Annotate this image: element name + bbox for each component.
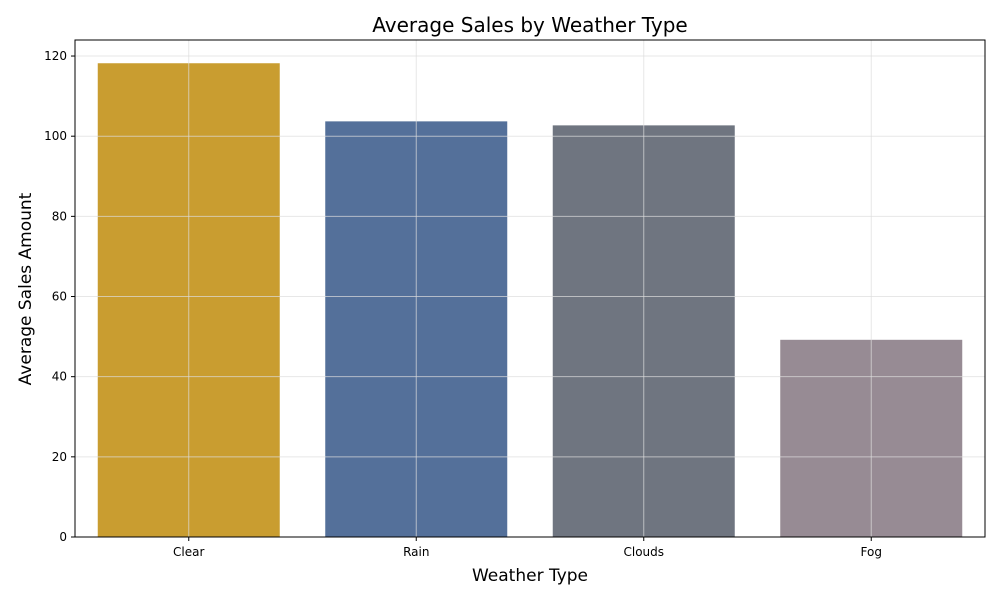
y-tick-label: 40 [52, 370, 67, 384]
x-tick-label: Clouds [623, 545, 664, 559]
x-tick-label: Clear [173, 545, 204, 559]
grid-lines [75, 40, 985, 538]
x-axis-label: Weather Type [472, 566, 588, 586]
y-tick-label: 60 [52, 290, 67, 304]
y-tick-label: 0 [59, 530, 67, 544]
y-tick-label: 80 [52, 209, 67, 223]
chart-title: Average Sales by Weather Type [372, 13, 687, 37]
x-tick-label: Fog [861, 545, 882, 559]
plot-frame [74, 39, 986, 538]
x-axis-ticks: Clear Rain Clouds Fog [173, 537, 882, 559]
y-tick-label: 100 [44, 129, 67, 143]
y-axis-label: Average Sales Amount [16, 192, 36, 385]
x-tick-label: Rain [403, 545, 429, 559]
y-tick-label: 120 [44, 49, 67, 63]
y-tick-label: 20 [52, 450, 67, 464]
y-axis-ticks: 0 20 40 60 80 100 120 [44, 49, 75, 544]
